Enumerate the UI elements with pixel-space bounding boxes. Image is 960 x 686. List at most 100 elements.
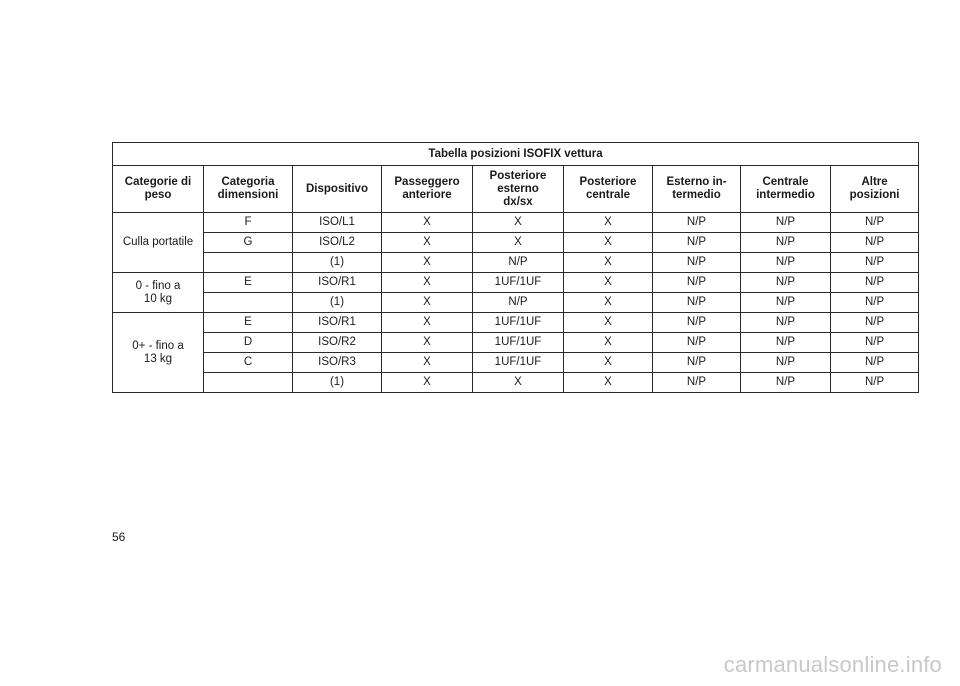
cell-text-line: 10 kg <box>143 292 173 305</box>
table-cell: ISO/R1 <box>292 272 382 293</box>
table-cell: (1) <box>292 252 382 273</box>
table-cell: N/P <box>829 252 920 273</box>
table-cell: N/P <box>740 272 831 293</box>
column-header: Passeggero anteriore <box>381 165 473 213</box>
table-cell: N/P <box>472 252 564 273</box>
column-header: Altre posizioni <box>829 165 920 213</box>
table-cell: N/P <box>652 272 741 293</box>
table-title: Tabella posizioni ISOFIX vettura <box>111 142 920 166</box>
table-cell: N/P <box>652 252 741 273</box>
table-cell: X <box>381 272 473 293</box>
column-header: Categorie di peso <box>112 165 204 213</box>
table-cell: N/P <box>652 352 741 373</box>
table-cell: X <box>563 312 653 333</box>
table-row: G ISO/L2 X X X N/P N/P N/P <box>113 232 920 253</box>
table-cell <box>203 372 293 393</box>
table-cell: X <box>563 332 653 353</box>
table-cell: N/P <box>829 272 920 293</box>
weight-category-label: 0+ - fino a 13 kg <box>132 340 183 366</box>
table-row: Culla portatile F ISO/L1 X X X N/P N/P N/P <box>112 212 920 273</box>
table-cell: X <box>563 352 653 373</box>
cell-text-line: Altre <box>861 176 888 188</box>
cell-text-line: esterno <box>497 182 539 195</box>
cell-text-line: Categoria <box>221 176 275 188</box>
weight-category-label: Culla portatile <box>123 236 193 249</box>
table-cell: ISO/L1 <box>292 212 382 233</box>
column-header: Posteriore esterno dx/sx <box>472 165 564 213</box>
table-cell: ISO/R2 <box>292 332 382 353</box>
cell-text-line: Posteriore <box>489 169 547 182</box>
table-cell: C <box>203 352 293 373</box>
table-cell: X <box>563 372 653 393</box>
table-cell: N/P <box>740 292 831 313</box>
table-cell: X <box>381 292 473 313</box>
cell-text-line: 0 - fino a <box>135 279 181 292</box>
table-title-row: Tabella posizioni ISOFIX vettura <box>111 142 920 166</box>
cell-text-line: 0+ - fino a <box>132 339 184 352</box>
table-row: C ISO/R3 X 1UF/1UF X N/P N/P N/P <box>113 352 920 373</box>
table-cell: N/P <box>829 372 920 393</box>
weight-category-cell: 0 - fino a 10 kg <box>112 272 204 313</box>
table-cell: N/P <box>740 212 831 233</box>
cell-text-line: Passeggero <box>394 176 460 188</box>
table-cell: N/P <box>829 352 920 373</box>
cell-text-line: centrale <box>585 189 631 201</box>
table-cell: N/P <box>829 232 920 253</box>
table-cell: X <box>563 212 653 233</box>
table-cell: N/P <box>652 332 741 353</box>
table-cell: N/P <box>652 292 741 313</box>
table-cell: X <box>381 312 473 333</box>
table-cell: N/P <box>652 312 741 333</box>
cell-text-line: intermedio <box>756 189 815 201</box>
table-cell: X <box>563 252 653 273</box>
table-cell: X <box>472 372 564 393</box>
table-row: (1) X X X N/P N/P N/P <box>113 372 920 393</box>
table-cell: N/P <box>829 212 920 233</box>
table-cell: N/P <box>829 332 920 353</box>
table-row: 0 - fino a 10 kg E ISO/R1 X 1UF/1UF X N/P N/P N/P <box>112 272 920 313</box>
table-cell: X <box>381 332 473 353</box>
table-cell: (1) <box>292 292 382 313</box>
table-cell: X <box>381 372 473 393</box>
table-cell: N/P <box>740 232 831 253</box>
table-cell: G <box>203 232 293 253</box>
cell-text-line: peso <box>144 189 172 201</box>
table-row: (1) X N/P X N/P N/P N/P <box>113 252 920 273</box>
table-cell: 1UF/1UF <box>472 272 564 293</box>
cell-text-line: posizioni <box>849 189 900 201</box>
table-cell: X <box>381 352 473 373</box>
table-cell: N/P <box>652 232 741 253</box>
table-cell: X <box>381 232 473 253</box>
cell-text-line: Posteriore <box>579 176 637 188</box>
column-header: Posteriore centrale <box>563 165 653 213</box>
table-cell: (1) <box>292 372 382 393</box>
table-cell: N/P <box>652 372 741 393</box>
table-cell: X <box>472 212 564 233</box>
table-cell: X <box>381 252 473 273</box>
table-cell: ISO/R1 <box>292 312 382 333</box>
cell-text-line: 13 kg <box>143 352 173 365</box>
table-cell: N/P <box>652 212 741 233</box>
table-cell: E <box>203 312 293 333</box>
table-cell: N/P <box>740 252 831 273</box>
table-cell: ISO/L2 <box>292 232 382 253</box>
table-cell: N/P <box>740 332 831 353</box>
table-row: D ISO/R2 X 1UF/1UF X N/P N/P N/P <box>113 332 920 353</box>
table-row: 0+ - fino a 13 kg E ISO/R1 X 1UF/1UF X N/P N/P N/… <box>112 312 920 393</box>
cell-text-line: termedio <box>672 189 721 201</box>
column-header: Esterno in-termedio <box>652 165 741 213</box>
cell-text-line: dimensioni <box>217 189 279 201</box>
table-cell: 1UF/1UF <box>472 352 564 373</box>
cell-text-line: Esterno in- <box>666 176 727 188</box>
table-cell: N/P <box>472 292 564 313</box>
cell-text-line: Categorie di <box>124 176 192 188</box>
table-cell: 1UF/1UF <box>472 312 564 333</box>
table-cell: N/P <box>829 292 920 313</box>
table-cell <box>203 252 293 273</box>
cell-text-line: Culla portatile <box>122 236 194 248</box>
cell-text-line: anteriore <box>402 189 452 201</box>
weight-category-cell: Culla portatile <box>112 212 204 273</box>
table-row: (1) X N/P X N/P N/P N/P <box>113 292 920 313</box>
table-cell: N/P <box>829 312 920 333</box>
table-cell: X <box>563 292 653 313</box>
